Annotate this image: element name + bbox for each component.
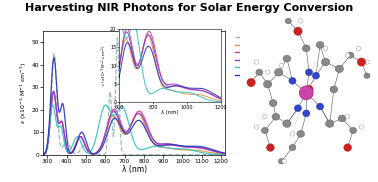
X-axis label: λ (nm): λ (nm)	[161, 110, 179, 115]
Ellipse shape	[285, 18, 291, 24]
Ellipse shape	[344, 144, 352, 151]
Ellipse shape	[256, 69, 263, 75]
Ellipse shape	[305, 69, 313, 76]
Y-axis label: $\varepsilon$ (x10$^{-3}$ M$^{-1}$ cm$^{-1}$): $\varepsilon$ (x10$^{-3}$ M$^{-1}$ cm$^{…	[19, 62, 29, 124]
X-axis label: λ (nm): λ (nm)	[122, 165, 147, 174]
Ellipse shape	[290, 132, 295, 136]
Ellipse shape	[254, 60, 259, 64]
Ellipse shape	[357, 58, 366, 66]
Ellipse shape	[316, 103, 324, 110]
Ellipse shape	[278, 159, 285, 164]
Ellipse shape	[299, 86, 313, 100]
Ellipse shape	[248, 80, 254, 85]
Ellipse shape	[279, 63, 284, 68]
Ellipse shape	[294, 27, 302, 35]
Ellipse shape	[294, 105, 302, 112]
Ellipse shape	[267, 145, 273, 150]
Ellipse shape	[254, 125, 259, 129]
Ellipse shape	[289, 77, 296, 84]
Ellipse shape	[358, 59, 364, 65]
Ellipse shape	[274, 69, 283, 76]
Ellipse shape	[299, 19, 303, 23]
Ellipse shape	[297, 130, 305, 137]
Ellipse shape	[283, 55, 291, 62]
Ellipse shape	[359, 125, 364, 129]
Ellipse shape	[356, 46, 361, 51]
Ellipse shape	[338, 115, 346, 122]
Ellipse shape	[266, 144, 274, 151]
Ellipse shape	[302, 45, 310, 52]
Text: Harvesting NIR Photons for Solar Energy Conversion: Harvesting NIR Photons for Solar Energy …	[25, 3, 353, 13]
Ellipse shape	[263, 80, 272, 88]
Ellipse shape	[269, 100, 277, 106]
Ellipse shape	[325, 120, 334, 127]
Ellipse shape	[365, 60, 369, 64]
Ellipse shape	[282, 159, 287, 163]
Ellipse shape	[272, 113, 280, 120]
Legend: 1, 2, 3, 4, 5, 6: 1, 2, 3, 4, 5, 6	[232, 32, 257, 81]
Ellipse shape	[263, 114, 267, 119]
Ellipse shape	[323, 46, 328, 51]
Ellipse shape	[364, 73, 370, 78]
Ellipse shape	[335, 65, 344, 73]
Ellipse shape	[347, 52, 354, 58]
Ellipse shape	[330, 86, 338, 93]
Ellipse shape	[345, 145, 351, 150]
Ellipse shape	[289, 145, 296, 151]
Y-axis label: $\varepsilon$ (x10$^{-3}$ M$^{-1}$ cm$^{-1}$): $\varepsilon$ (x10$^{-3}$ M$^{-1}$ cm$^{…	[99, 45, 108, 86]
Ellipse shape	[321, 58, 330, 66]
Ellipse shape	[262, 127, 268, 134]
Ellipse shape	[316, 41, 324, 48]
Ellipse shape	[350, 127, 356, 134]
Ellipse shape	[247, 78, 255, 87]
Ellipse shape	[294, 28, 301, 34]
Ellipse shape	[305, 85, 313, 94]
Ellipse shape	[345, 114, 350, 119]
Ellipse shape	[345, 53, 350, 57]
Ellipse shape	[303, 110, 310, 117]
Ellipse shape	[265, 70, 270, 74]
Ellipse shape	[312, 72, 319, 79]
Ellipse shape	[283, 120, 291, 127]
